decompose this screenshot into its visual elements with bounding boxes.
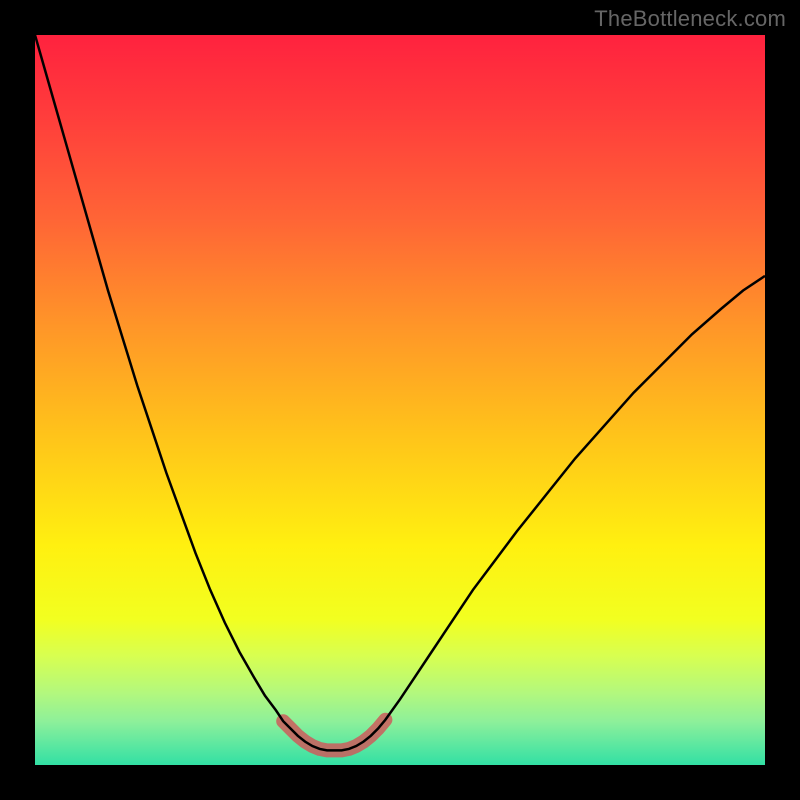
bottleneck-curve: [35, 35, 765, 750]
gradient-background: [35, 35, 765, 765]
curve-overlay: [35, 35, 765, 765]
gradient-plot-area: [35, 35, 765, 765]
watermark-text: TheBottleneck.com: [594, 6, 786, 32]
valley-highlight-stroke: [283, 720, 385, 751]
